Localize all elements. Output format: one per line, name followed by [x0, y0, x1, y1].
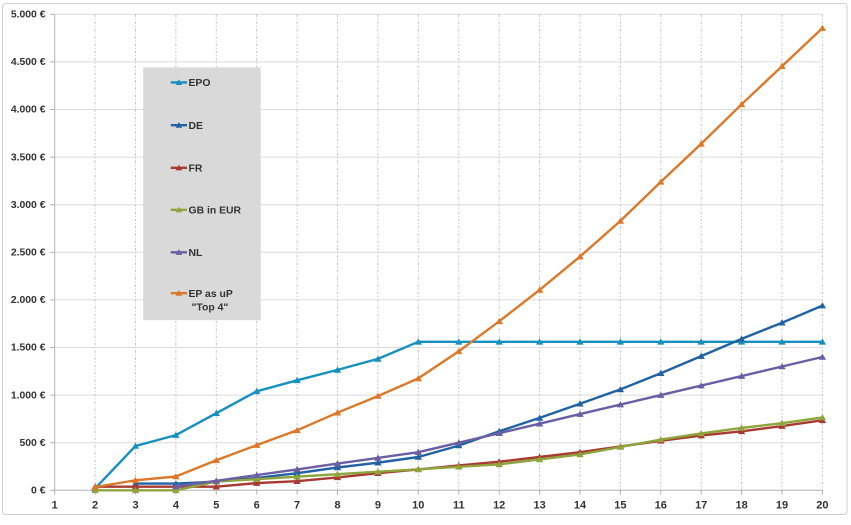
svg-text:20: 20 — [816, 500, 828, 512]
svg-text:16: 16 — [655, 500, 667, 512]
svg-text:1.500 €: 1.500 € — [11, 343, 46, 354]
svg-text:6: 6 — [254, 500, 260, 512]
svg-text:15: 15 — [614, 500, 626, 512]
svg-text:1.000 €: 1.000 € — [11, 390, 46, 401]
svg-text:2: 2 — [92, 500, 98, 512]
svg-text:12: 12 — [493, 500, 505, 512]
svg-text:DE: DE — [189, 121, 204, 132]
svg-text:8: 8 — [334, 500, 340, 512]
svg-text:11: 11 — [453, 500, 465, 512]
svg-text:19: 19 — [776, 500, 788, 512]
svg-text:2.500 €: 2.500 € — [11, 248, 46, 259]
svg-text:500 €: 500 € — [19, 438, 45, 449]
svg-text:1: 1 — [52, 500, 58, 512]
svg-text:13: 13 — [533, 500, 545, 512]
svg-text:14: 14 — [574, 500, 587, 512]
svg-text:FR: FR — [189, 164, 203, 175]
svg-text:3: 3 — [132, 500, 138, 512]
svg-text:7: 7 — [294, 500, 300, 512]
svg-text:18: 18 — [735, 500, 747, 512]
svg-text:4: 4 — [173, 500, 180, 512]
svg-text:0 €: 0 € — [31, 486, 46, 497]
svg-text:"Top 4": "Top 4" — [192, 302, 229, 313]
svg-text:4.000 €: 4.000 € — [11, 105, 46, 116]
svg-text:3.500 €: 3.500 € — [11, 152, 46, 163]
svg-text:4.500 €: 4.500 € — [11, 57, 46, 68]
svg-text:5.000 €: 5.000 € — [11, 10, 46, 21]
svg-text:10: 10 — [412, 500, 424, 512]
svg-text:5: 5 — [213, 500, 219, 512]
svg-text:9: 9 — [375, 500, 381, 512]
svg-text:2.000 €: 2.000 € — [11, 295, 46, 306]
svg-text:NL: NL — [189, 248, 204, 259]
svg-text:3.000 €: 3.000 € — [11, 200, 46, 211]
svg-text:GB in EUR: GB in EUR — [189, 206, 242, 217]
svg-text:EP as uP: EP as uP — [189, 289, 233, 300]
svg-text:17: 17 — [695, 500, 707, 512]
svg-text:EPO: EPO — [189, 78, 211, 89]
